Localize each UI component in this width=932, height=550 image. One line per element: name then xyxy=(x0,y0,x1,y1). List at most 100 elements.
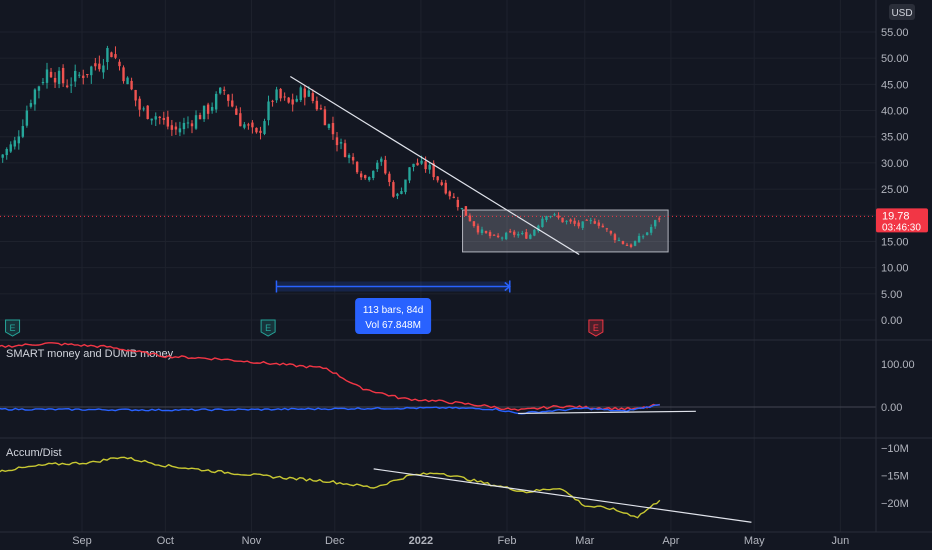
candle-body xyxy=(545,216,548,220)
candle-body xyxy=(617,239,621,241)
time-tick-label: Apr xyxy=(662,535,679,547)
candle-body xyxy=(331,122,335,135)
candle-body xyxy=(521,233,524,235)
candle-body xyxy=(130,80,133,90)
candle-body xyxy=(243,124,246,128)
candle-body xyxy=(214,93,218,110)
measure-volume-text: Vol 67.848M xyxy=(365,320,421,331)
accum-dist-tick-label: −10M xyxy=(881,443,909,455)
earnings-marker-icon[interactable] xyxy=(588,319,604,337)
grid-lines xyxy=(0,0,876,532)
earnings-marker-icon[interactable] xyxy=(5,319,21,337)
accum-dist-trend-line[interactable] xyxy=(373,468,752,523)
candle-body xyxy=(625,244,629,246)
earnings-marker-label: E xyxy=(10,323,16,333)
candle-body xyxy=(605,228,609,230)
candle-body xyxy=(396,193,399,196)
candle-body xyxy=(255,127,258,133)
candle-body xyxy=(335,137,339,146)
candle-body xyxy=(404,179,407,193)
candle-body xyxy=(41,82,45,84)
candle-body xyxy=(202,105,206,120)
candle-body xyxy=(98,63,101,70)
price-tick-label: 0.00 xyxy=(881,315,902,327)
accum-dist-line[interactable] xyxy=(0,456,661,519)
candle-body xyxy=(380,158,383,162)
time-axis[interactable]: Sep Oct Nov Dec 2022 Feb Mar Apr May Jun xyxy=(0,531,932,547)
candle-body xyxy=(227,94,230,101)
candle-body xyxy=(388,173,391,183)
candle-body xyxy=(384,159,387,174)
smart-dumb-pane[interactable]: SMART money and DUMB money xyxy=(0,342,876,415)
candle-body xyxy=(210,107,214,111)
candle-body xyxy=(106,48,109,63)
bar-countdown-timer: 03:46:30 xyxy=(882,222,921,233)
candle-body xyxy=(190,123,194,127)
price-axis[interactable]: 55.0050.0045.0040.0035.0030.0025.0020.00… xyxy=(875,0,928,532)
candle-body xyxy=(327,124,331,128)
candle-body xyxy=(323,109,327,126)
time-tick-label: Oct xyxy=(157,535,174,547)
candle-body xyxy=(412,163,415,167)
price-trend-line[interactable] xyxy=(290,75,580,256)
candle-body xyxy=(158,116,161,119)
candle-body xyxy=(251,122,254,128)
time-tick-label: Feb xyxy=(498,535,517,547)
candle-body xyxy=(440,182,443,185)
currency-badge[interactable] xyxy=(889,4,915,20)
candle-body xyxy=(239,113,242,127)
smart-dumb-tick-label: 0.00 xyxy=(881,402,902,414)
candle-body xyxy=(432,163,435,178)
candle-body xyxy=(303,88,306,98)
candle-body xyxy=(424,161,427,170)
earnings-marker-label: E xyxy=(593,323,599,333)
range-rectangle[interactable] xyxy=(462,209,669,253)
candle-body xyxy=(400,191,403,194)
candle-body xyxy=(150,118,153,121)
measure-info-label xyxy=(355,298,432,334)
candle-body xyxy=(206,104,210,114)
candle-body xyxy=(9,144,12,152)
candle-body xyxy=(557,215,560,218)
candle-body xyxy=(561,217,564,223)
candle-body xyxy=(182,122,186,130)
candle-body xyxy=(110,52,113,58)
candle-body xyxy=(549,216,552,218)
candle-body xyxy=(198,114,202,120)
candle-body xyxy=(581,221,584,228)
smart-money-line[interactable] xyxy=(0,404,660,415)
candle-body xyxy=(194,115,198,129)
candle-body xyxy=(392,182,395,197)
candle-body xyxy=(295,98,298,102)
candle-body xyxy=(37,86,41,91)
accum-dist-title[interactable]: Accum/Dist xyxy=(6,447,62,459)
smart-dumb-trend-line[interactable] xyxy=(518,410,696,415)
candle-body xyxy=(359,173,363,178)
candle-body xyxy=(444,182,447,194)
accum-dist-pane[interactable]: Accum/Dist xyxy=(0,447,752,523)
candle-body xyxy=(174,126,178,130)
candle-body xyxy=(363,175,367,179)
candle-body xyxy=(13,140,16,147)
candle-body xyxy=(589,220,592,222)
candle-body xyxy=(633,241,637,246)
candle-body xyxy=(263,121,266,134)
candle-body xyxy=(436,176,439,181)
time-tick-label: Mar xyxy=(575,535,594,547)
candle-body xyxy=(500,237,504,239)
time-tick-label: Jun xyxy=(831,535,849,547)
earnings-marker-icon[interactable] xyxy=(260,319,276,337)
price-tick-label: 50.00 xyxy=(881,53,909,65)
earnings-marker-label: E xyxy=(265,323,271,333)
dumb-money-line[interactable] xyxy=(0,342,660,412)
candle-body xyxy=(653,220,657,227)
candle-body xyxy=(428,164,431,170)
candle-body xyxy=(307,90,311,97)
candle-body xyxy=(508,231,512,233)
candle-body xyxy=(629,244,633,247)
time-tick-label: Nov xyxy=(242,535,262,547)
candle-body xyxy=(29,103,33,107)
price-pane[interactable]: 113 bars, 84d Vol 67.848M E E E xyxy=(0,45,876,337)
candle-body xyxy=(529,234,532,239)
